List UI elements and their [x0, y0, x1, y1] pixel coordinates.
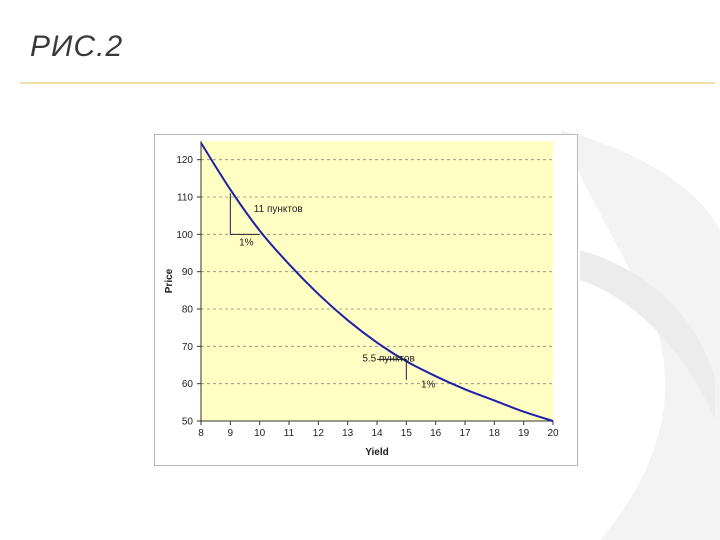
x-tick-label: 19 [518, 428, 530, 439]
yield-price-chart: 50 60 70 80 90 100 110 120 8 9 10 11 12 13 14 15 16 17 18 1… [164, 141, 559, 458]
title-divider [20, 82, 715, 84]
chart-container: 50 60 70 80 90 100 110 120 8 9 10 11 12 13 14 15 16 17 18 1… [154, 134, 578, 466]
slope-triangle-high [229, 193, 260, 235]
x-tick-label: 16 [430, 428, 442, 439]
annotation-label: 11 пунктов [254, 204, 303, 215]
x-tick-label: 14 [371, 428, 383, 439]
y-tick-label: 50 [182, 417, 194, 428]
y-tick-label: 100 [176, 230, 193, 241]
y-tick-label: 80 [182, 305, 194, 316]
y-tick-label: 90 [182, 267, 194, 278]
y-tick-label: 70 [182, 342, 194, 353]
x-tick-label: 18 [489, 428, 501, 439]
x-tick-label: 15 [401, 428, 413, 439]
x-tick-label: 9 [228, 428, 234, 439]
x-tick-label: 11 [284, 428, 295, 439]
price-curve [200, 142, 554, 422]
y-tick-label: 120 [176, 155, 193, 166]
x-tick-label: 12 [313, 428, 325, 439]
x-tick-label: 8 [198, 428, 204, 439]
x-tick-label: 17 [459, 428, 471, 439]
slope-triangle-low [377, 358, 407, 380]
annotation-label: 5.5 пунктов [362, 353, 414, 364]
x-tick-label: 10 [254, 428, 266, 439]
plot-area [201, 141, 553, 421]
y-tick-label: 110 [177, 193, 193, 204]
x-axis-title: Yield [365, 447, 389, 458]
x-tick-label: 13 [342, 428, 354, 439]
annotation-label: 1% [239, 238, 254, 249]
annotation-label: 1% [421, 379, 436, 390]
y-axis-title: Price [164, 268, 175, 293]
slide-title: РИС.2 [30, 30, 124, 63]
x-tick-label: 20 [547, 428, 559, 439]
y-tick-label: 60 [182, 379, 194, 390]
